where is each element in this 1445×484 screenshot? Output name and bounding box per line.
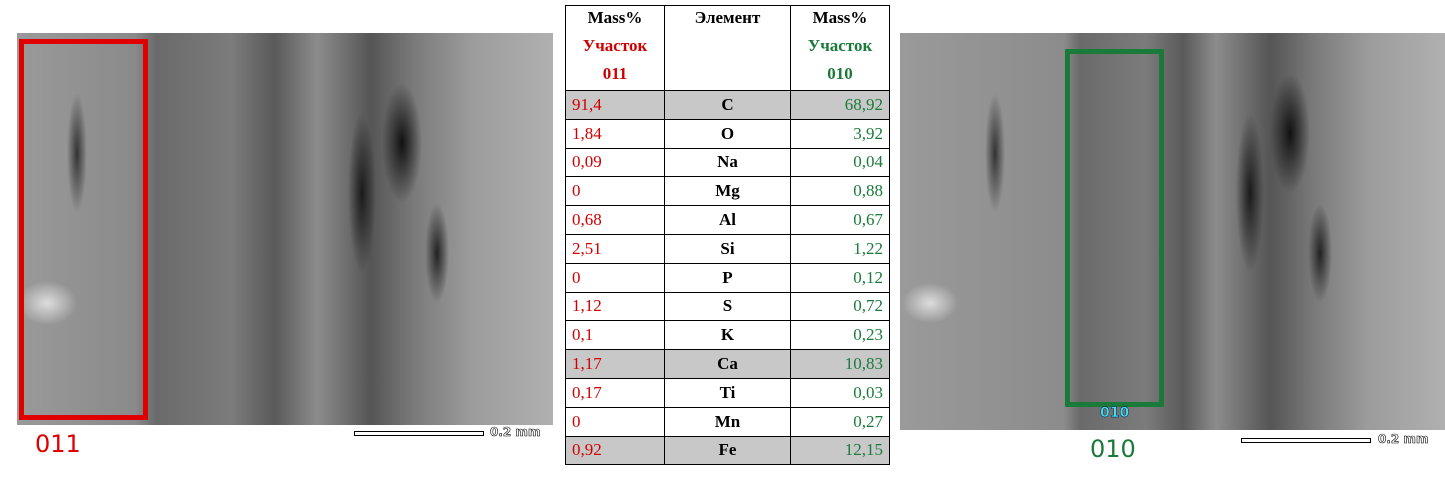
table-cell: 1,84 [565,118,665,149]
table-row: 1,84 O 3,92 [565,118,890,149]
header-cell: Mass% [565,5,665,30]
scale-label: 0.2 mm [1378,432,1429,447]
text: Участок [582,36,648,55]
composition-table: Mass% Элемент Mass% Участок 011 Участок 01… [565,5,890,466]
table-cell: 0,17 [565,377,665,408]
table-cell: 0,88 [790,176,890,207]
table-cell: 1,12 [565,291,665,322]
table-cell: 2,51 [565,233,665,264]
table-cell: 0,68 [565,205,665,235]
table-cell: P [664,262,791,293]
table-cell: Mg [664,176,791,207]
table-row: 0,68 Al 0,67 [565,205,890,235]
region-box-011 [19,39,148,420]
table-row: 1,12 S 0,72 [565,291,890,322]
box-label: 010 [1100,405,1130,421]
sem-image-left [17,33,553,425]
table-cell: Mn [664,406,791,437]
table-cell: 0,12 [790,262,890,293]
table-cell: 91,4 [565,90,665,120]
table-row: 0,1 K 0,23 [565,320,890,351]
scale-bar [1241,438,1371,443]
table-cell: Fe [664,435,791,466]
sem-image-right [900,33,1445,430]
table-cell: 0,92 [565,435,665,466]
table-cell: Ti [664,377,791,408]
scale-label: 0.2 mm [490,425,541,440]
table-cell: Na [664,147,791,178]
table-cell: 1,22 [790,233,890,264]
table-cell: Al [664,205,791,235]
table-cell: 0,72 [790,291,890,322]
table-cell: 0,23 [790,320,890,351]
table-cell: C [664,90,791,120]
table-cell: 10,83 [790,349,890,379]
table-row: 0 Mn 0,27 [565,406,890,437]
table-cell: 0,04 [790,147,890,178]
table-cell: 0 [565,262,665,293]
region-box-010 [1065,49,1164,407]
subheader-cell: Участок 011 [565,30,665,91]
header-cell: Mass% [790,5,890,30]
table-row: 2,51 Si 1,22 [565,233,890,264]
text: 011 [602,64,628,83]
image-label: 010 [1090,435,1136,463]
text: 010 [827,64,853,83]
table-cell: Si [664,233,791,264]
table-cell: 0,1 [565,320,665,351]
table-cell: Ca [664,349,791,379]
table-cell: K [664,320,791,351]
table-cell: 0 [565,406,665,437]
table-cell: O [664,118,791,149]
table-row: 1,17 Ca 10,83 [565,349,890,379]
table-cell: 0,67 [790,205,890,235]
table-row: 0,92 Fe 12,15 [565,435,890,466]
table-row: 0 Mg 0,88 [565,176,890,207]
table-cell: 12,15 [790,435,890,466]
table-cell: 68,92 [790,90,890,120]
table-row: 0 P 0,12 [565,262,890,293]
table-cell: 0,09 [565,147,665,178]
subheader-cell: Участок 010 [790,30,890,91]
text: Участок [807,36,873,55]
table-cell: 0,03 [790,377,890,408]
table-cell: S [664,291,791,322]
header-cell: Элемент [664,5,791,91]
table-row: 91,4 C 68,92 [565,90,890,120]
image-label: 011 [35,430,81,458]
table-cell: 3,92 [790,118,890,149]
table-cell: 0 [565,176,665,207]
table-row: 0,17 Ti 0,03 [565,377,890,408]
table-cell: 0,27 [790,406,890,437]
scale-bar [354,431,484,436]
table-cell: 1,17 [565,349,665,379]
table-row: 0,09 Na 0,04 [565,147,890,178]
